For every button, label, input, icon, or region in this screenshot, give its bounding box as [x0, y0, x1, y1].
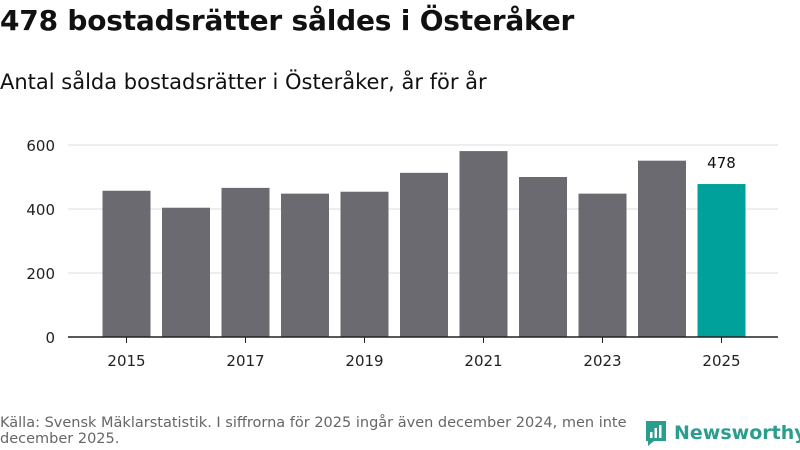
bar-2022 — [519, 177, 567, 337]
source-note: Källa: Svensk Mäklarstatistik. I siffror… — [0, 415, 627, 447]
bar-2016 — [162, 207, 210, 337]
bar-2015 — [102, 190, 151, 337]
chart-title: 478 bostadsrätter såldes i Österåker — [0, 4, 575, 37]
chart-subtitle: Antal sålda bostadsrätter i Österåker, å… — [0, 70, 487, 94]
bar-2025 — [697, 184, 746, 337]
x-tick-label-2021: 2021 — [464, 352, 502, 370]
bar-2018 — [281, 193, 329, 337]
x-tick-label-2023: 2023 — [583, 352, 621, 370]
bar-2023 — [578, 193, 627, 337]
data-label-2025: 478 — [707, 154, 736, 172]
x-tick-label-2019: 2019 — [345, 352, 383, 370]
bar-2024 — [638, 160, 686, 337]
newsworthy-logo-icon — [646, 421, 666, 446]
y-tick-label-0: 0 — [45, 329, 55, 347]
bar-chart: 0 200 400 600 478 2015 2017 2019 2021 2023 2025 — [26, 137, 778, 370]
y-tick-label-600: 600 — [26, 137, 55, 155]
y-tick-label-400: 400 — [26, 201, 55, 219]
brand-name: Newsworthy — [674, 422, 800, 444]
bar-2020 — [400, 172, 448, 337]
x-tick-label-2025: 2025 — [702, 352, 740, 370]
x-tick-label-2015: 2015 — [107, 352, 145, 370]
y-tick-label-200: 200 — [26, 265, 55, 283]
x-tick-label-2017: 2017 — [226, 352, 264, 370]
bar-2021 — [459, 151, 508, 337]
brand-logo: Newsworthy — [644, 418, 800, 448]
bar-2019 — [340, 191, 389, 337]
bar-2017 — [221, 187, 270, 337]
